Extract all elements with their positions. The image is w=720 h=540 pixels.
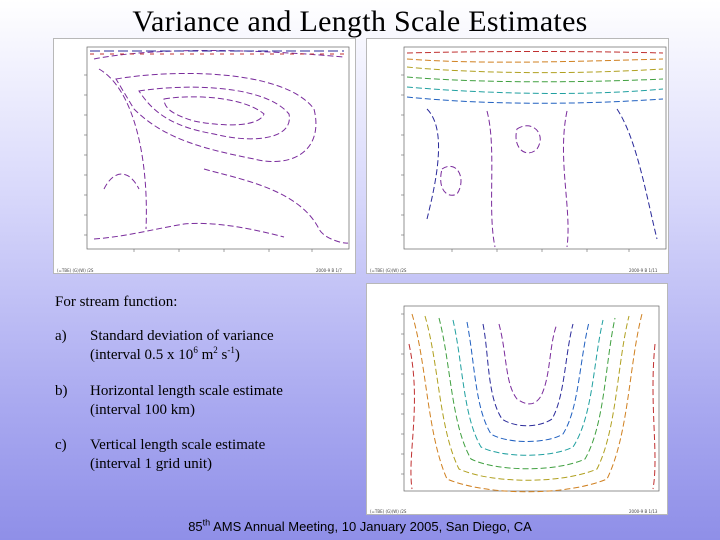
- item-c-key: c): [55, 437, 67, 453]
- description-heading: For stream function:: [55, 294, 178, 310]
- item-a-line2: (interval 0.5 x 106 m2 s-1): [90, 345, 240, 364]
- item-b-text: Horizontal length scale estimate (interv…: [90, 382, 350, 420]
- panel-b-footer-left: (=TBE) (G)(W) /2S: [370, 268, 407, 273]
- panel-c-footer-right: 2000-9 B 1/13: [629, 509, 658, 514]
- panel-a-footer-right: 2000-9 B 1/7: [316, 268, 342, 273]
- contour-plot-b-graphic: [401, 46, 667, 252]
- item-c-text: Vertical length scale estimate (interval…: [90, 436, 350, 474]
- panel-c-footer-left: (=TBE) (G)(W) /2S: [370, 509, 407, 514]
- item-b-line1: Horizontal length scale estimate: [90, 383, 283, 399]
- contour-plot-a-graphic: [84, 46, 350, 252]
- panel-b-footer-right: 2000-9 B 1/11: [629, 268, 658, 273]
- panel-a-footer-left: (=TBE) (G)(W) /2S: [57, 268, 94, 273]
- item-b-key: b): [55, 383, 68, 399]
- item-a-line1: Standard deviation of variance: [90, 328, 274, 344]
- item-c-line2: (interval 1 grid unit): [90, 456, 213, 472]
- item-a-text: Standard deviation of variance (interval…: [90, 327, 350, 365]
- item-b-line2: (interval 100 km): [90, 402, 195, 418]
- contour-plot-b: (=TBE) (G)(W) /2S 2000-9 B 1/11: [366, 38, 669, 274]
- slide-title: Variance and Length Scale Estimates: [132, 5, 588, 38]
- contour-plot-c: (=TBE) (G)(W) /2S 2000-9 B 1/13: [366, 283, 668, 515]
- contour-plot-c-graphic: [401, 305, 660, 493]
- item-a-key: a): [55, 328, 67, 344]
- item-c-line1: Vertical length scale estimate: [90, 437, 266, 453]
- slide-footer: 85th AMS Annual Meeting, 10 January 2005…: [188, 517, 532, 534]
- contour-plot-a: (=TBE) (G)(W) /2S 2000-9 B 1/7: [53, 38, 356, 274]
